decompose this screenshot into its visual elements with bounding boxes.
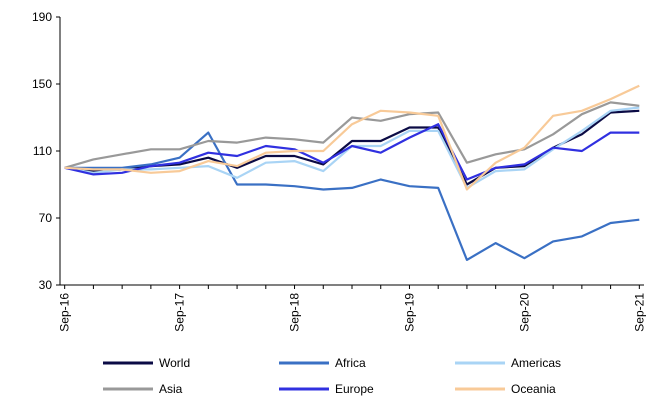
y-tick-label: 150 [32,77,52,91]
x-tick-label: Sep-19 [402,293,416,332]
x-tick-label: Sep-17 [173,293,187,332]
chart-axes [59,17,644,286]
legend-label-asia: Asia [159,382,183,396]
series-line-oceania [64,84,640,191]
y-tick-label: 70 [39,211,53,225]
legend-label-oceania: Oceania [511,382,556,396]
y-tick-label: 190 [32,10,52,24]
x-axis-ticks: Sep-16 Sep-17 Sep-18 Sep-19 Sep-20 Sep-21 [58,285,646,332]
legend: World Africa Americas Asia Europe Oceania [103,356,561,396]
legend-label-africa: Africa [335,356,366,370]
legend-label-world: World [159,356,190,370]
y-axis-ticks: 30 70 110 150 190 [32,10,60,292]
x-tick-label: Sep-21 [632,293,646,332]
series-line-europe [64,123,640,181]
legend-label-americas: Americas [511,356,561,370]
x-tick-label: Sep-20 [517,293,531,332]
x-tick-label: Sep-16 [58,293,72,332]
series-line-africa [64,131,640,261]
y-tick-label: 110 [33,144,52,158]
series-line-asia [64,101,640,169]
legend-label-europe: Europe [335,382,374,396]
x-tick-label: Sep-18 [288,293,302,332]
y-tick-label: 30 [39,278,53,292]
series-lines [64,84,640,261]
